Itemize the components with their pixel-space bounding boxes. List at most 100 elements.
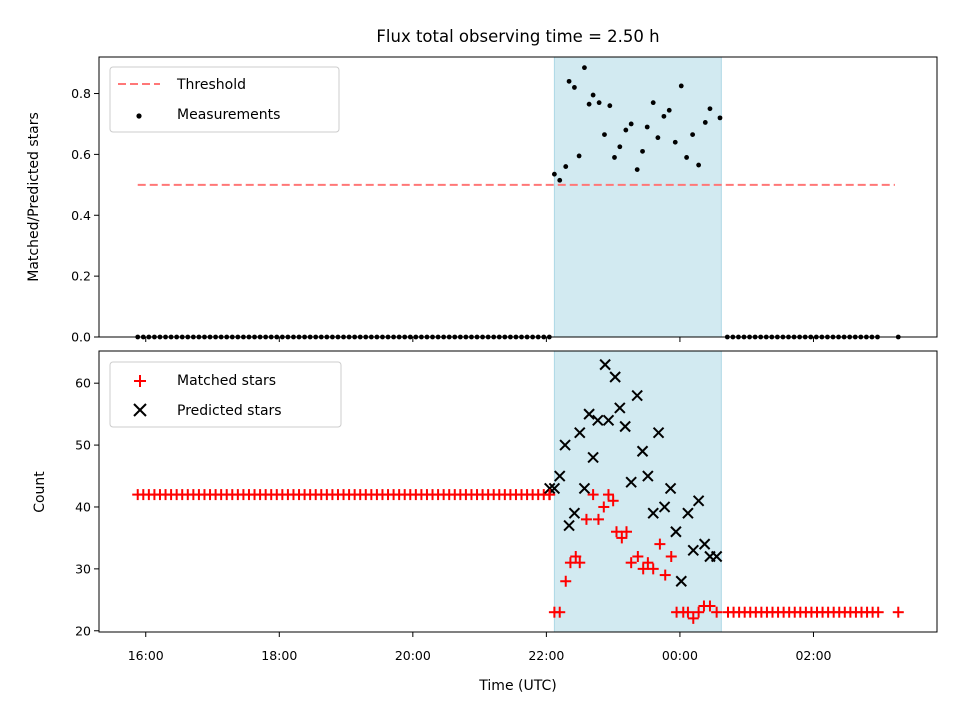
predicted-star-point xyxy=(670,526,682,538)
measurement-point xyxy=(672,139,678,145)
measurement-point xyxy=(702,120,708,125)
top-panel: 0.00.20.40.60.8 Matched/Predicted stars … xyxy=(26,56,938,345)
top-legend-box xyxy=(109,66,340,133)
top-y-axis: 0.0 0.2 0.4 0.6 0.8 xyxy=(71,86,99,345)
predicted-star-point xyxy=(559,439,571,451)
top-y-tick-label: 0.8 xyxy=(71,86,91,101)
predicted-star-point xyxy=(658,501,671,513)
matched-star-point xyxy=(647,563,659,575)
bottom-y-tick-label: 20 xyxy=(75,623,91,638)
matched-star-point xyxy=(682,606,694,618)
x-tick-label: 18:00 xyxy=(261,648,297,663)
measurement-point xyxy=(678,83,684,89)
matched-star-point xyxy=(580,513,592,525)
matched-star-point xyxy=(610,526,622,538)
bottom-y-tick-label: 50 xyxy=(75,438,91,453)
predicted-star-point xyxy=(675,575,687,587)
observing-window-band xyxy=(554,351,722,632)
legend-measurements-swatch xyxy=(136,113,142,119)
measurement-point xyxy=(582,65,587,71)
measurement-point xyxy=(650,100,656,106)
predicted-star-point xyxy=(687,544,699,557)
measurement-point xyxy=(640,148,645,154)
top-y-tick-label: 0.0 xyxy=(71,330,91,345)
legend-measurements-label: Measurements xyxy=(177,107,280,123)
legend-matched-swatch xyxy=(134,375,146,387)
predicted-star-point xyxy=(544,482,556,495)
matched-star-point xyxy=(544,489,556,501)
matched-star-point xyxy=(654,538,666,550)
measurement-point xyxy=(602,132,607,138)
matched-star-point xyxy=(564,557,576,569)
predicted-star-point xyxy=(587,451,599,464)
predicted-star-point xyxy=(614,402,626,414)
x-tick-label: 22:00 xyxy=(528,648,564,663)
measurement-point xyxy=(661,113,667,119)
measurement-point xyxy=(707,106,713,112)
bottom-panel: 20 30 40 50 60 Count 16:00 18:00 20:00 22:00 00:… xyxy=(32,337,938,694)
bottom-axes-frame xyxy=(98,350,938,633)
top-legend: Threshold Measurements xyxy=(109,66,340,133)
predicted-star-point xyxy=(583,408,595,420)
predicted-star-point xyxy=(625,476,637,488)
measurement-point xyxy=(572,85,577,90)
measurement-point xyxy=(607,103,613,109)
matched-star-point xyxy=(574,557,586,569)
measurement-point xyxy=(563,164,569,169)
predicted-star-point xyxy=(609,371,621,383)
predicted-star-point xyxy=(599,358,611,371)
predicted-star-point xyxy=(710,550,723,563)
measurement-point xyxy=(666,107,672,113)
top-y-tick-label: 0.6 xyxy=(71,147,91,162)
matched-star-point xyxy=(659,569,671,581)
legend-matched-label: Matched stars xyxy=(177,373,276,389)
bottom-y-axis-label: Count xyxy=(32,471,48,513)
matched-star-point xyxy=(665,550,677,562)
measurement-point xyxy=(690,132,696,138)
predicted-star-point xyxy=(619,420,631,433)
x-tick-label: 02:00 xyxy=(795,648,831,663)
bottom-y-tick-label: 40 xyxy=(75,499,91,514)
predicted-star-point xyxy=(636,445,649,457)
measurement-point xyxy=(623,127,629,133)
top-y-axis-label: Matched/Predicted stars xyxy=(26,112,42,282)
predicted-star-point xyxy=(664,482,677,495)
predicted-star-point xyxy=(578,482,591,495)
bottom-y-tick-label: 60 xyxy=(75,376,91,391)
matched-star-point xyxy=(602,489,614,501)
matched-star-point xyxy=(592,513,604,525)
matched-star-point xyxy=(616,532,628,544)
matched-star-point xyxy=(621,526,633,538)
legend-predicted-swatch xyxy=(133,403,147,417)
predicted-star-point xyxy=(563,519,575,532)
measurement-point xyxy=(576,153,582,159)
matched-star-point xyxy=(554,606,566,618)
measurement-point xyxy=(596,100,602,106)
chart-title: Flux total observing time = 2.50 h xyxy=(376,27,659,46)
bottom-legend-box xyxy=(109,361,342,428)
top-y-tick-label: 0.4 xyxy=(71,208,91,223)
measurement-point xyxy=(696,162,702,168)
observing-window-band xyxy=(554,57,722,337)
matched-star-point xyxy=(642,557,654,569)
predicted-star-point xyxy=(682,507,694,519)
matched-star-point xyxy=(598,501,610,513)
measurement-point xyxy=(566,78,572,84)
predicted-star-point xyxy=(574,426,586,439)
matched-star-point xyxy=(892,606,904,618)
bottom-y-tick-label: 30 xyxy=(75,561,91,576)
measurement-point xyxy=(590,92,596,98)
predicted-star-point xyxy=(652,426,665,439)
x-tick-label: 00:00 xyxy=(662,648,698,663)
matched-star-point xyxy=(625,557,637,569)
predicted-star-point xyxy=(692,495,705,507)
matched-star-point xyxy=(704,600,716,612)
matched-star-point xyxy=(632,550,644,562)
measurement-point xyxy=(551,171,557,177)
measurement-point xyxy=(634,167,640,173)
legend-threshold-label: Threshold xyxy=(176,77,246,93)
measurement-point xyxy=(684,155,690,160)
matched-star-point xyxy=(872,606,884,618)
x-axis: 16:00 18:00 20:00 22:00 00:00 02:00 xyxy=(128,337,832,663)
